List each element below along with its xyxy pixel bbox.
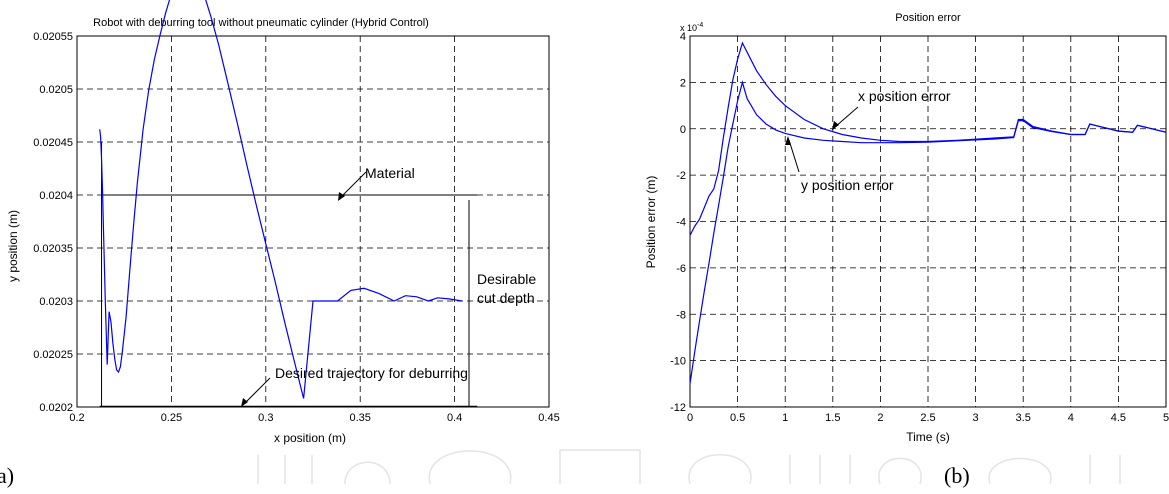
chart-right-series-y-position-error	[689, 80, 1167, 384]
chart-right-xtick-label: 2	[877, 412, 883, 424]
panel-label-a: a)	[0, 463, 15, 488]
chart-right-ytick-label: 4	[680, 31, 686, 43]
x-error-arrow	[834, 106, 859, 128]
chart-left-xtick-label: 0.35	[349, 412, 370, 424]
panel-label-b: (b)	[944, 463, 970, 488]
chart-left-ytick-label: 0.0202	[39, 402, 73, 414]
chart-left-xtick-label: 0.45	[538, 412, 559, 424]
chart-right-xtick-label: 3	[973, 412, 979, 424]
chart-left-ytick-label: 0.02055	[33, 31, 73, 43]
chart-left-ytick-label: 0.02025	[33, 349, 73, 361]
annotation-cut-depth: cut depth	[477, 290, 535, 306]
annotation-y-position-error: y position error	[801, 177, 894, 193]
chart-right-gridlines	[689, 35, 1167, 408]
chart-right-xtick-label: 4	[1068, 412, 1074, 424]
chart-left-xtick-label: 0.3	[258, 412, 273, 424]
chart-left-ytick-label: 0.02045	[33, 137, 73, 149]
x-error-arrowhead	[832, 121, 839, 130]
chart-left-gridlines	[76, 35, 550, 408]
trajectory-arrow	[243, 377, 271, 405]
chart-left-ytick-label: 0.0205	[39, 84, 73, 96]
chart-right-tick-labels: 0 0.5 1 1.5 2 2.5 3 3.5 4 4.5 5 -12 -10 -8 -6 -4 -2 0 2 4	[670, 31, 1169, 424]
chart-right-ytick-label: -4	[676, 217, 686, 229]
chart-left-series-trajectory	[99, 0, 463, 399]
chart-left-xtick-label: 0.25	[161, 412, 182, 424]
chart-right-title: Position error	[895, 12, 961, 24]
material-arrow	[339, 171, 367, 199]
chart-right-ytick-label: -10	[670, 356, 686, 368]
chart-right-ytick-label: 2	[680, 77, 686, 89]
chart-right-exponent: x 10-4	[680, 22, 703, 33]
chart-right-xtick-label: 3.5	[1016, 412, 1031, 424]
watermark-outline	[257, 449, 1121, 485]
chart-right-xtick-label: 1	[782, 412, 788, 424]
chart-right-xtick-label: 2.5	[920, 412, 935, 424]
chart-right-xlabel: Time (s)	[906, 430, 950, 444]
chart-left-ytick-label: 0.0204	[39, 190, 73, 202]
y-error-arrow	[788, 139, 800, 173]
chart-left-xtick-label: 0.2	[69, 412, 84, 424]
chart-left: Robot with deburring tool without pneuma…	[6, 0, 560, 445]
chart-left-xtick-label: 0.4	[447, 412, 462, 424]
chart-right-xtick-label: 1.5	[825, 412, 840, 424]
chart-left-plot-frame	[76, 35, 550, 408]
chart-right-ytick-label: -2	[676, 170, 686, 182]
chart-right-ytick-label: 0	[680, 124, 686, 136]
chart-left-ytick-label: 0.0203	[39, 296, 73, 308]
chart-left-ytick-label: 0.02035	[33, 243, 73, 255]
chart-right: Position error x 10-4 0 0.5 1 1.5 2 2.5 3 3.5 4 4…	[644, 12, 1169, 444]
chart-right-xtick-label: 4.5	[1111, 412, 1126, 424]
y-error-arrowhead	[785, 136, 791, 145]
chart-right-ytick-label: -6	[676, 263, 686, 275]
trajectory-arrowhead	[241, 398, 248, 407]
annotation-material: Material	[365, 165, 415, 181]
chart-left-xlabel: x position (m)	[274, 431, 346, 445]
annotation-desirable: Desirable	[477, 271, 536, 287]
annotation-desired-trajectory: Desired trajectory for deburring	[275, 365, 468, 381]
chart-left-reference-lines	[99, 142, 478, 408]
chart-right-xtick-label: 0.5	[730, 412, 745, 424]
chart-right-ytick-label: -8	[676, 309, 686, 321]
chart-left-tick-labels: 0.2 0.25 0.3 0.35 0.4 0.45 0.0202 0.02025 0.0203…	[33, 31, 559, 424]
annotation-x-position-error: x position error	[858, 88, 951, 104]
chart-right-ylabel: Position error (m)	[644, 176, 658, 269]
chart-right-ytick-label: -12	[670, 402, 686, 414]
chart-left-ylabel: y position (m)	[6, 210, 20, 282]
chart-right-xtick-label: 0	[687, 412, 693, 424]
chart-right-xtick-label: 5	[1163, 412, 1169, 424]
chart-left-title: Robot with deburring tool without pneuma…	[93, 17, 429, 29]
material-arrowhead	[338, 192, 345, 201]
